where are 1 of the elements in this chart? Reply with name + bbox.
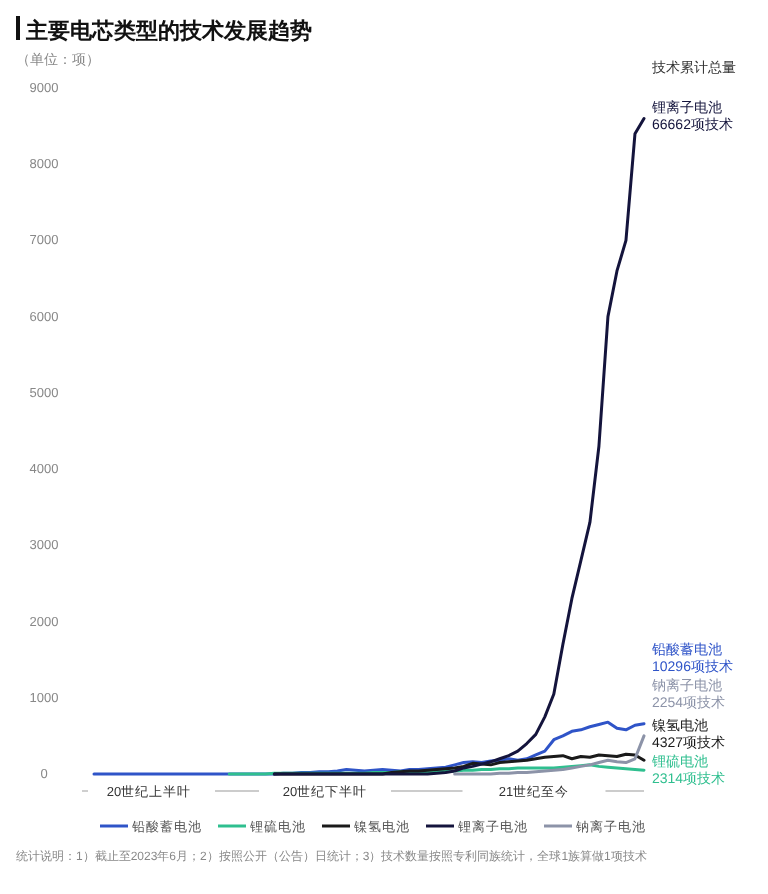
title: 主要电芯类型的技术发展趋势 — [26, 20, 312, 44]
